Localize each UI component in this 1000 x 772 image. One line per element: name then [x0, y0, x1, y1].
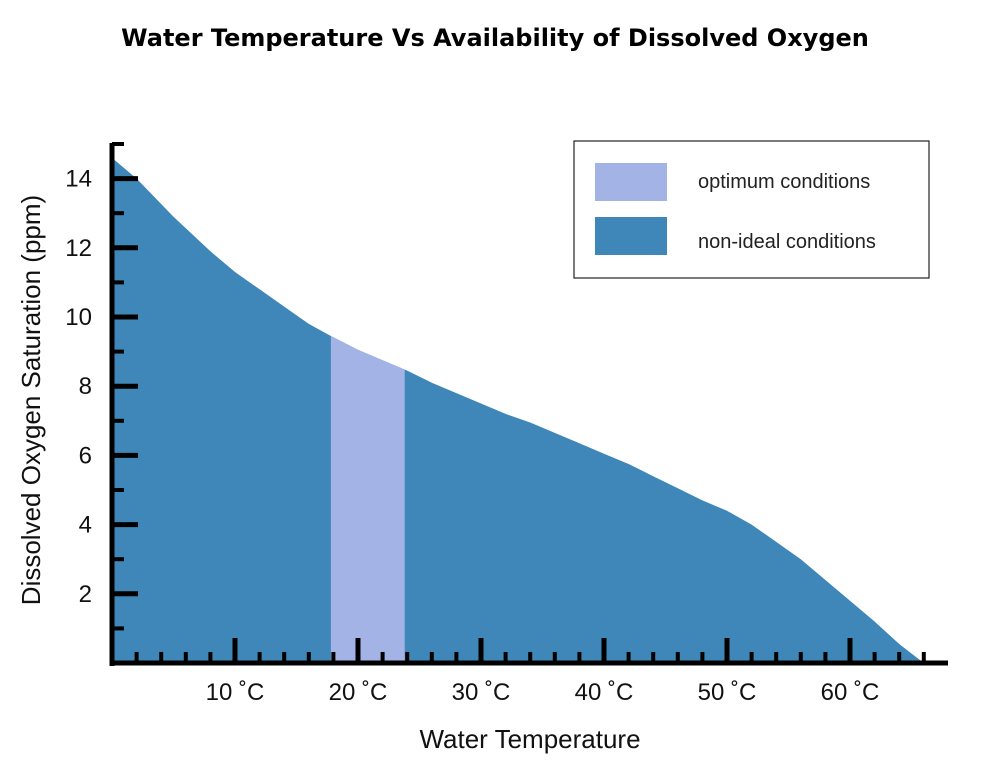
y-tick-label: 2 — [79, 581, 92, 608]
y-tick-label: 12 — [65, 235, 92, 262]
x-tick-label: 20 ˚C — [329, 679, 388, 706]
y-tick-label: 10 — [65, 304, 92, 331]
legend-swatch-optimum — [595, 163, 667, 201]
x-axis-label: Water Temperature — [419, 724, 640, 754]
x-tick-label: 50 ˚C — [698, 679, 757, 706]
x-tick-label: 60 ˚C — [821, 679, 880, 706]
x-tick-label: 30 ˚C — [452, 679, 511, 706]
chart-title: Water Temperature Vs Availability of Dis… — [121, 24, 869, 52]
area-non-ideal-conditions — [112, 157, 924, 664]
x-tick-label: 10 ˚C — [206, 679, 265, 706]
y-tick-label: 8 — [79, 373, 92, 400]
y-tick-label: 14 — [65, 166, 92, 193]
legend-swatch-non-ideal — [595, 217, 667, 255]
legend-box — [573, 140, 930, 279]
y-tick-label: 6 — [79, 442, 92, 469]
tick-label-layer: 2 4 6 8 10 12 14 10 ˚C 20 ˚C 30 ˚C 40 ˚C 50 ˚C 60 ˚C — [65, 166, 879, 706]
legend: optimum conditions non-ideal conditions — [573, 140, 930, 279]
legend-label-optimum: optimum conditions — [698, 171, 870, 193]
y-tick-label: 4 — [79, 512, 92, 539]
area-optimum-conditions — [330, 336, 405, 663]
axes-layer — [109, 142, 948, 666]
legend-label-non-ideal: non-ideal conditions — [698, 231, 876, 253]
y-axis-label: Dissolved Oxygen Saturation (ppm) — [16, 195, 46, 605]
area-layer — [112, 157, 924, 664]
x-tick-label: 40 ˚C — [575, 679, 634, 706]
